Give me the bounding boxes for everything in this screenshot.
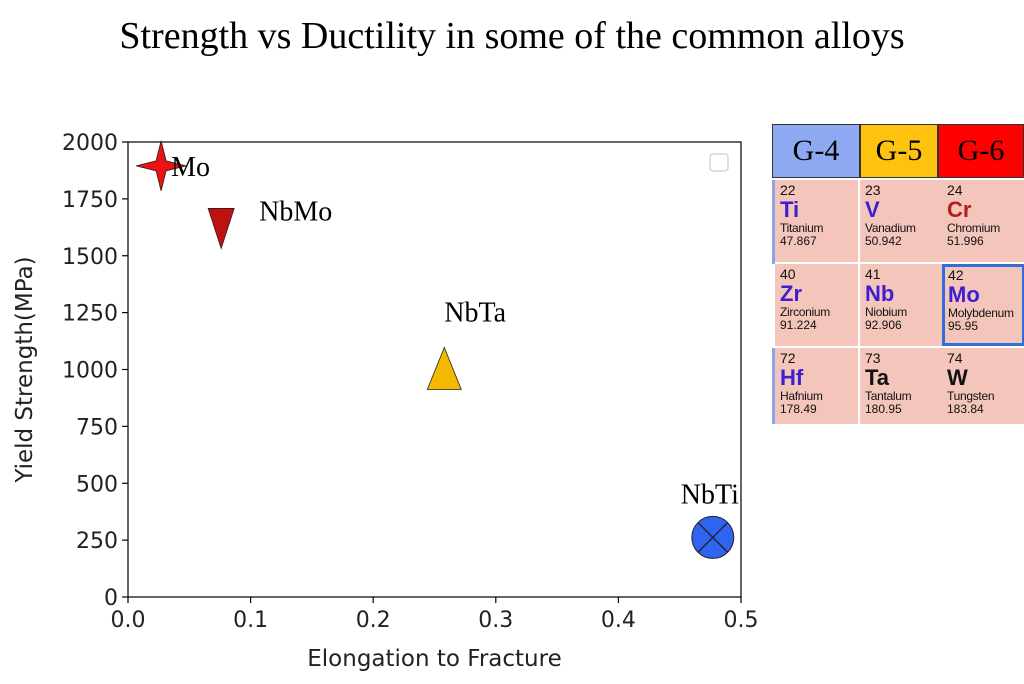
- point-label-mo: Mo: [171, 152, 210, 183]
- element-symbol: Ta: [865, 365, 890, 390]
- element-cell-hf: 72 Hf Hafnium 178.49: [775, 348, 858, 424]
- element-name: Tantalum: [865, 389, 912, 403]
- legend-box: [709, 153, 729, 172]
- atomic-mass: 178.49: [780, 402, 817, 416]
- x-tick-label: 0.3: [478, 608, 513, 633]
- atomic-number: 22: [780, 182, 796, 198]
- element-cell-ti: 22 Ti Titanium 47.867: [775, 180, 858, 262]
- element-symbol: Mo: [948, 282, 980, 307]
- atomic-number: 42: [948, 267, 964, 283]
- element-cell-zr: 40 Zr Zirconium 91.224: [775, 264, 858, 346]
- y-tick-label: 1750: [62, 188, 118, 213]
- atomic-number: 73: [865, 350, 881, 366]
- element-symbol: Zr: [780, 281, 802, 306]
- atomic-number: 74: [947, 350, 963, 366]
- atomic-mass: 50.942: [865, 234, 902, 248]
- element-name: Vanadium: [865, 221, 916, 235]
- group-header-g4: G-4: [772, 124, 860, 178]
- element-cell-ta: 73 Ta Tantalum 180.95: [860, 348, 943, 424]
- atomic-mass: 95.95: [948, 319, 979, 333]
- element-name: Titanium: [780, 221, 824, 235]
- element-name: Niobium: [865, 305, 907, 319]
- element-cell-nb: 41 Nb Niobium 92.906: [860, 264, 943, 346]
- point-label-nbmo: NbMo: [259, 196, 332, 227]
- point-marker-nbta: [426, 346, 462, 390]
- y-tick-label: 1500: [62, 245, 118, 270]
- y-tick-label: 250: [76, 529, 118, 554]
- element-symbol: Ti: [780, 197, 800, 222]
- y-tick-label: 1250: [62, 302, 118, 327]
- x-tick-label: 0.2: [356, 608, 391, 633]
- periodic-table-excerpt: G-4 G-5 G-6 22 Ti Titanium 47.867 23 V V…: [772, 124, 1024, 424]
- element-symbol: W: [947, 365, 968, 390]
- atomic-mass: 183.84: [947, 402, 984, 416]
- element-cell-v: 23 V Vanadium 50.942: [860, 180, 943, 262]
- point-marker-mo: [136, 140, 187, 191]
- x-axis-label: Elongation to Fracture: [307, 646, 561, 672]
- atomic-mass: 92.906: [865, 318, 902, 332]
- point-label-nbti: NbTi: [681, 479, 739, 510]
- element-name: Hafnium: [780, 389, 823, 403]
- group-header-g5: G-5: [860, 124, 938, 178]
- group-label: G-4: [792, 134, 840, 167]
- point-marker-cross: [697, 522, 729, 553]
- element-name: Zirconium: [780, 305, 830, 319]
- y-tick-label: 1000: [62, 359, 118, 384]
- table-edge-line: [772, 348, 775, 424]
- atomic-mass: 180.95: [865, 402, 902, 416]
- atomic-mass: 47.867: [780, 234, 817, 248]
- element-name: Tungsten: [947, 389, 995, 403]
- group-header-g6: G-6: [938, 124, 1024, 178]
- page-title: Strength vs Ductility in some of the com…: [119, 15, 905, 57]
- atomic-number: 24: [947, 182, 963, 198]
- element-symbol: Nb: [865, 281, 895, 306]
- element-name: Chromium: [947, 221, 1000, 235]
- atomic-number: 40: [780, 266, 796, 282]
- table-edge-line: [772, 180, 775, 264]
- group-label: G-5: [875, 134, 923, 167]
- x-tick-label: 0.4: [601, 608, 636, 633]
- element-name: Molybdenum: [948, 306, 1014, 320]
- y-tick-label: 750: [76, 415, 118, 440]
- point-marker-nbmo: [207, 208, 235, 250]
- x-tick-label: 0.1: [233, 608, 268, 633]
- element-symbol: Hf: [780, 365, 804, 390]
- y-axis-label: Yield Strength(MPa): [12, 256, 38, 483]
- atomic-mass: 51.996: [947, 234, 984, 248]
- scatter-chart: 0.0 0.1 0.2 0.3 0.4 0.5 0 250 500 750 1000 1250 1500…: [12, 131, 759, 672]
- element-symbol: Cr: [947, 197, 972, 222]
- point-label-nbta: NbTa: [444, 298, 506, 329]
- element-symbol: V: [865, 197, 880, 222]
- y-tick-label: 500: [76, 472, 118, 497]
- element-cell-mo: 42 Mo Molybdenum 95.95: [942, 264, 1024, 346]
- atomic-number: 23: [865, 182, 881, 198]
- y-tick-label: 2000: [62, 131, 118, 156]
- element-cell-cr: 24 Cr Chromium 51.996: [942, 180, 1024, 262]
- x-tick-label: 0.5: [724, 608, 759, 633]
- group-label: G-6: [957, 134, 1005, 167]
- y-tick-label: 0: [104, 586, 118, 611]
- atomic-mass: 91.224: [780, 318, 817, 332]
- atomic-number: 72: [780, 350, 796, 366]
- x-tick-label: 0.0: [111, 608, 146, 633]
- element-cell-w: 74 W Tungsten 183.84: [942, 348, 1024, 424]
- atomic-number: 41: [865, 266, 881, 282]
